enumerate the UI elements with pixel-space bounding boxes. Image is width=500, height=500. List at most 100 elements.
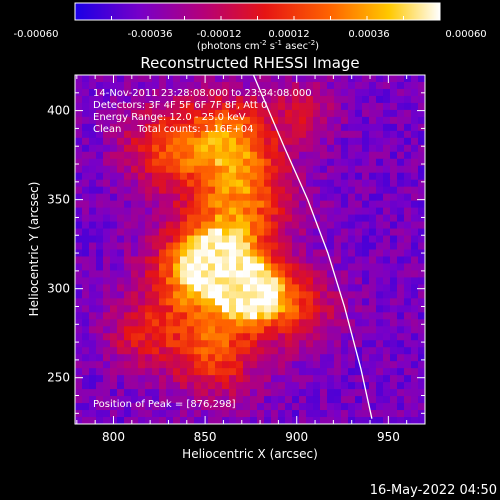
heatmap-cell [292,284,300,292]
heatmap-cell [257,242,265,250]
heatmap-cell [369,284,377,292]
heatmap-cell [355,291,363,299]
heatmap-cell [201,81,209,90]
heatmap-cell [166,221,174,230]
heatmap-cell [138,277,146,285]
heatmap-cell [243,242,251,250]
heatmap-cell [376,81,384,90]
heatmap-cell [313,277,321,285]
heatmap-cell [397,158,405,167]
heatmap-cell [166,263,174,271]
heatmap-cell [411,361,419,369]
heatmap-cell [418,347,425,355]
heatmap-cell [278,326,286,334]
heatmap-cell [278,75,286,83]
heatmap-cell [362,291,370,299]
heatmap-cell [110,186,118,195]
heatmap-cell [152,151,160,160]
heatmap-cell [341,235,349,244]
heatmap-cell [117,235,125,244]
heatmap-cell [306,361,314,369]
heatmap-cell [348,368,356,376]
heatmap-cell [341,347,349,355]
heatmap-cell [103,158,111,167]
heatmap-cell [82,200,90,209]
colorbar-tick-label: 0.00060 [445,29,486,40]
colorbar-tick-label: 0.00012 [268,29,309,40]
heatmap-cell [236,130,244,139]
heatmap-cell [334,242,342,250]
heatmap-cell [96,396,104,404]
heatmap-cell [320,284,328,292]
heatmap-cell [166,256,174,264]
heatmap-cell [145,151,153,160]
heatmap-cell [383,312,391,320]
heatmap-cell [208,389,216,397]
heatmap-cell [264,165,272,174]
heatmap-cell [411,417,419,424]
heatmap-cell [390,123,398,132]
heatmap-cell [208,200,216,209]
heatmap-cell [166,270,174,278]
heatmap-cell [327,200,335,209]
heatmap-cell [117,123,125,132]
heatmap-cell [159,263,167,271]
heatmap-cell [145,179,153,188]
heatmap-cell [96,158,104,167]
heatmap-cell [145,305,153,313]
heatmap-cell [278,95,286,104]
heatmap-cell [215,312,223,320]
heatmap-cell [320,382,328,390]
heatmap-cell [341,382,349,390]
heatmap-cell [383,207,391,216]
heatmap-cell [103,186,111,195]
heatmap-cell [299,207,307,216]
heatmap-cell [278,403,286,411]
heatmap-cell [404,361,412,369]
heatmap-cell [257,312,265,320]
heatmap-cell [124,396,132,404]
heatmap-cell [152,95,160,104]
heatmap-cell [229,130,237,139]
heatmap-cell [376,270,384,278]
heatmap-cell [152,200,160,209]
heatmap-cell [145,144,153,153]
heatmap-cell [327,137,335,146]
heatmap-cell [250,186,258,195]
heatmap-cell [194,403,202,411]
heatmap-cell [215,347,223,355]
heatmap-cell [131,291,139,299]
heatmap-cell [271,151,279,160]
heatmap-cell [159,221,167,230]
heatmap-cell [110,347,118,355]
heatmap-cell [89,214,97,223]
heatmap-cell [96,305,104,313]
heatmap-cell [271,291,279,299]
heatmap-cell [229,186,237,195]
heatmap-cell [236,270,244,278]
heatmap-cell [152,88,160,97]
heatmap-cell [334,417,342,424]
heatmap-cell [341,291,349,299]
heatmap-cell [313,270,321,278]
heatmap-cell [369,263,377,271]
heatmap-cell [103,368,111,376]
heatmap-cell [257,123,265,132]
heatmap-cell [152,221,160,230]
heatmap-cell [110,235,118,244]
heatmap-cell [236,389,244,397]
heatmap-cell [208,256,216,264]
heatmap-cell [404,403,412,411]
heatmap-cell [362,382,370,390]
heatmap-cell [194,200,202,209]
heatmap-cell [208,144,216,153]
heatmap-cell [348,102,356,111]
heatmap-cell [159,354,167,362]
heatmap-cell [369,81,377,90]
heatmap-cell [299,340,307,348]
heatmap-cell [159,305,167,313]
heatmap-cell [166,116,174,125]
heatmap-cell [173,389,181,397]
heatmap-cell [166,410,174,418]
heatmap-cell [222,242,230,250]
